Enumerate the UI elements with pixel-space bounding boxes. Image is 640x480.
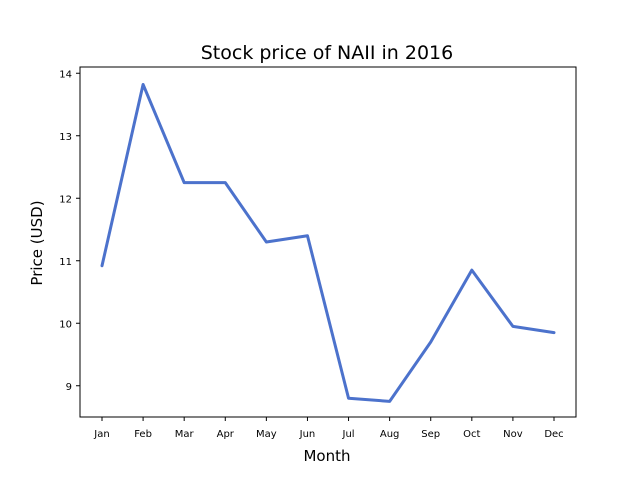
y-tick-label: 10 [59,319,72,330]
y-tick-label: 13 [59,132,72,143]
x-tick-label: Apr [217,429,235,440]
x-tick-label: Feb [134,429,152,440]
y-tick-label: 9 [66,382,72,393]
x-tick-label: Mar [175,429,195,440]
plot-frame [80,67,576,417]
x-tick-label: Oct [463,429,480,440]
y-tick-label: 12 [59,194,72,205]
y-tick-label: 14 [59,69,72,80]
x-tick-label: Sep [421,429,440,440]
x-tick-label: Jul [342,429,355,440]
x-tick-label: Nov [503,429,523,440]
x-tick-label: Aug [380,429,400,440]
x-axis-title: Month [303,447,350,465]
y-tick-label: 11 [59,257,72,268]
x-tick-label: May [256,429,277,440]
series-line [102,85,554,402]
x-tick-label: Jun [299,429,316,440]
x-tick-label: Dec [544,429,563,440]
plot-area: Jan Feb Mar Apr May Jun Jul Aug Sep Oct Nov Dec 9 10 1… [59,67,576,440]
x-tick-label: Jan [93,429,109,440]
chart-title: Stock price of NAII in 2016 [201,42,453,64]
y-axis-title: Price (USD) [28,200,46,285]
